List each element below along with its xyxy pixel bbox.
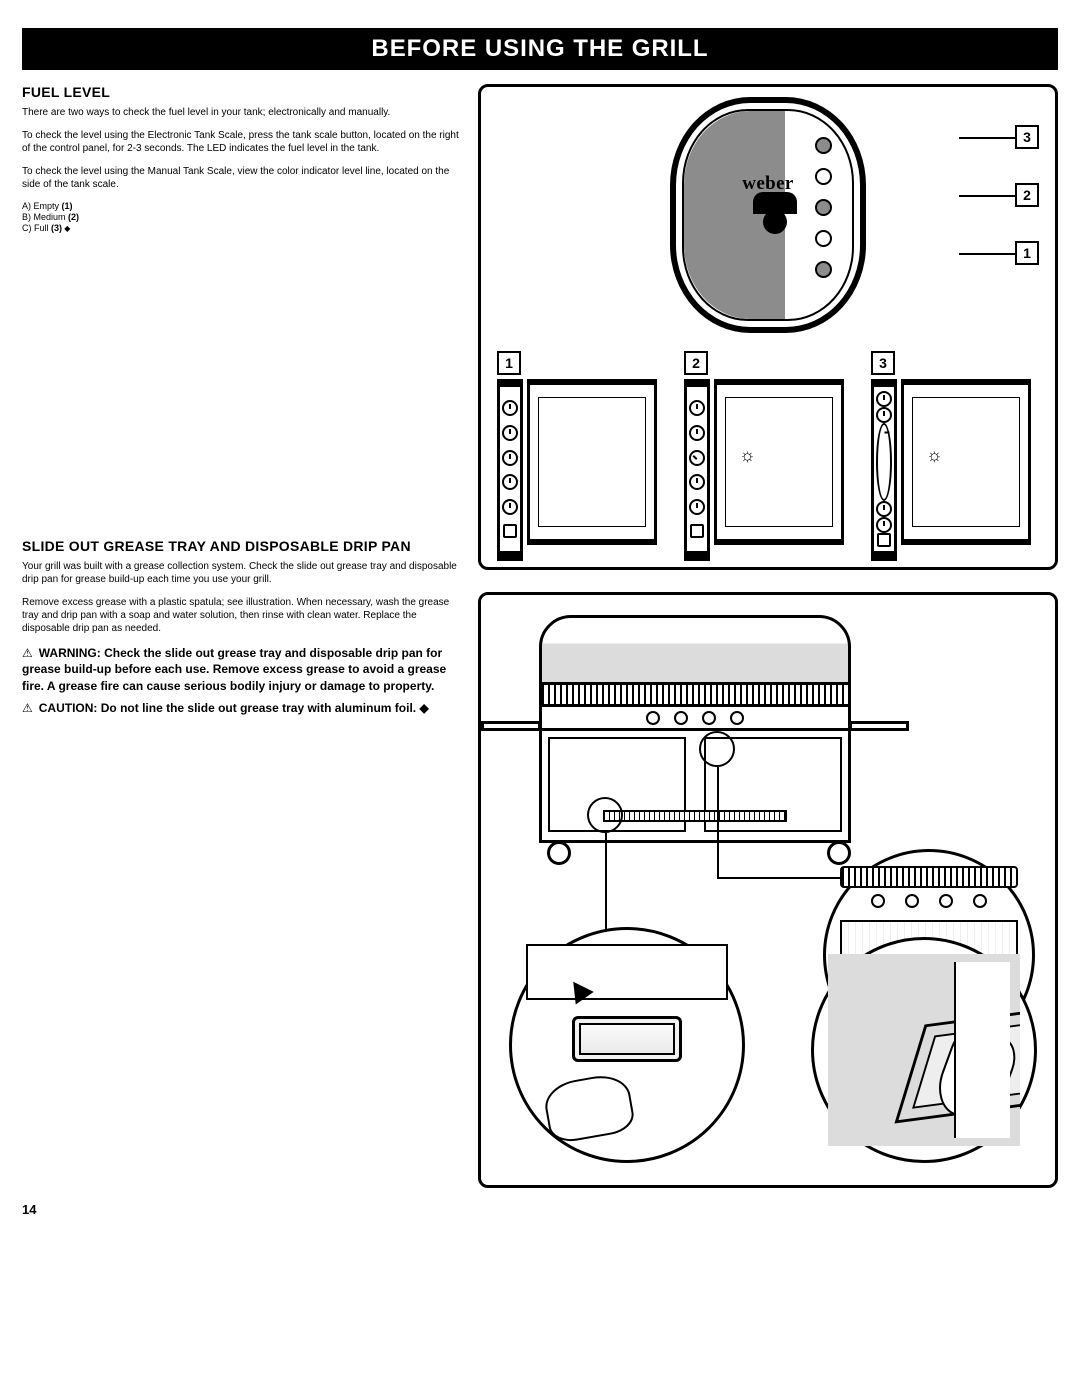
side-panel: ☼	[901, 379, 1031, 545]
fuel-p3: To check the level using the Manual Tank…	[22, 165, 462, 191]
inset-scrape	[811, 937, 1037, 1163]
cabinet-shelf	[526, 944, 728, 1000]
brand-crest-icon	[753, 192, 797, 226]
figure-fuel: weber 3 2 1 1	[478, 84, 1058, 570]
panel-3: 3 ☼	[871, 351, 1039, 561]
panel-2: 2 ☼	[684, 351, 852, 561]
gauge-callout: 2	[1015, 183, 1039, 207]
side-shelf	[481, 721, 541, 731]
list-item: C) Full (3) ◆	[22, 223, 462, 233]
inset-pan	[509, 927, 745, 1163]
vent-slot	[603, 810, 787, 822]
left-col: FUEL LEVEL There are two ways to check t…	[22, 84, 462, 1188]
knob-column	[871, 379, 897, 561]
knob-column	[497, 379, 523, 561]
callout-ring	[587, 797, 623, 833]
flame-icon: ☼	[926, 445, 943, 466]
fuel-list: A) Empty (1) B) Medium (2) C) Full (3) ◆	[22, 201, 462, 233]
grill-front	[539, 615, 851, 843]
side-shelf	[849, 721, 909, 731]
fuel-p1: There are two ways to check the fuel lev…	[22, 106, 462, 119]
legs-icon	[954, 962, 1010, 1138]
cabinet	[539, 731, 851, 843]
callout-ring	[699, 731, 735, 767]
grease-p2: Remove excess grease with a plastic spat…	[22, 596, 462, 635]
fuel-heading: FUEL LEVEL	[22, 84, 462, 100]
figure-grease	[478, 592, 1058, 1188]
right-col: weber 3 2 1 1	[478, 84, 1058, 1188]
gauge-dots	[815, 137, 832, 278]
list-item: B) Medium (2)	[22, 212, 462, 222]
burner-dots	[840, 894, 1018, 908]
fuel-p2: To check the level using the Electronic …	[22, 129, 462, 155]
list-item: A) Empty (1)	[22, 201, 462, 211]
side-panel	[527, 379, 657, 545]
warning-note: WARNING: Check the slide out grease tray…	[22, 645, 462, 694]
grate-icon	[840, 866, 1018, 888]
grill-lid	[539, 615, 851, 685]
columns: FUEL LEVEL There are two ways to check t…	[22, 84, 1058, 1188]
gauge-callout: 1	[1015, 241, 1039, 265]
cook-grate-icon	[539, 685, 851, 707]
grease-heading: SLIDE OUT GREASE TRAY AND DISPOSABLE DRI…	[22, 538, 462, 554]
page-title-bar: BEFORE USING THE GRILL	[22, 28, 1058, 70]
panel-row: 1 2 ☼	[491, 351, 1045, 561]
caster-icon	[827, 841, 851, 865]
grease-p1: Your grill was built with a grease colle…	[22, 560, 462, 586]
knob-column	[684, 379, 710, 561]
panel-label: 1	[497, 351, 521, 375]
gauge-callout: 3	[1015, 125, 1039, 149]
caster-icon	[547, 841, 571, 865]
panel-1: 1	[497, 351, 665, 561]
caution-note: CAUTION: Do not line the slide out greas…	[22, 700, 462, 716]
panel-label: 3	[871, 351, 895, 375]
side-panel: ☼	[714, 379, 844, 545]
drip-pan-icon	[572, 1016, 682, 1062]
panel-label: 2	[684, 351, 708, 375]
flame-icon: ☼	[739, 445, 756, 466]
leader-line	[717, 767, 719, 877]
hand-icon	[541, 1071, 636, 1145]
tank-gauge: weber	[670, 97, 866, 333]
page-number: 14	[22, 1202, 1058, 1217]
control-panel	[539, 707, 851, 731]
